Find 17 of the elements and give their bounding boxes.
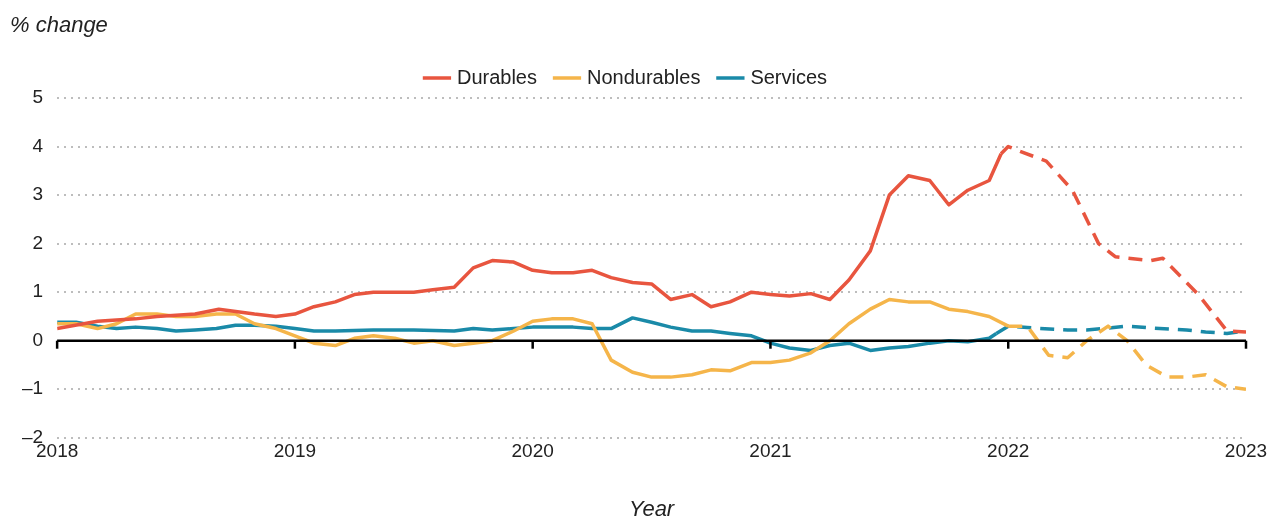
y-tick-label: 2 xyxy=(32,231,44,253)
x-axis-title: Year xyxy=(628,495,676,521)
legend-label: Durables xyxy=(456,65,537,88)
y-tick-label: 0 xyxy=(32,328,44,350)
x-tick-label: 2019 xyxy=(273,440,317,462)
y-tick-label: 4 xyxy=(32,134,44,156)
x-tick-label: 2020 xyxy=(511,440,554,462)
y-tick-label: –1 xyxy=(21,377,44,399)
x-tick-label: 2023 xyxy=(1224,440,1268,462)
y-tick-label: 5 xyxy=(32,86,44,108)
y-tick-label: 3 xyxy=(32,183,44,205)
legend-label: Services xyxy=(750,65,828,88)
x-tick-label: 2021 xyxy=(749,440,792,462)
x-tick-label: 2022 xyxy=(987,440,1030,462)
y-tick-label: 1 xyxy=(32,280,44,302)
y-axis-title: % change xyxy=(10,12,108,38)
legend-label: Nondurables xyxy=(586,65,701,88)
